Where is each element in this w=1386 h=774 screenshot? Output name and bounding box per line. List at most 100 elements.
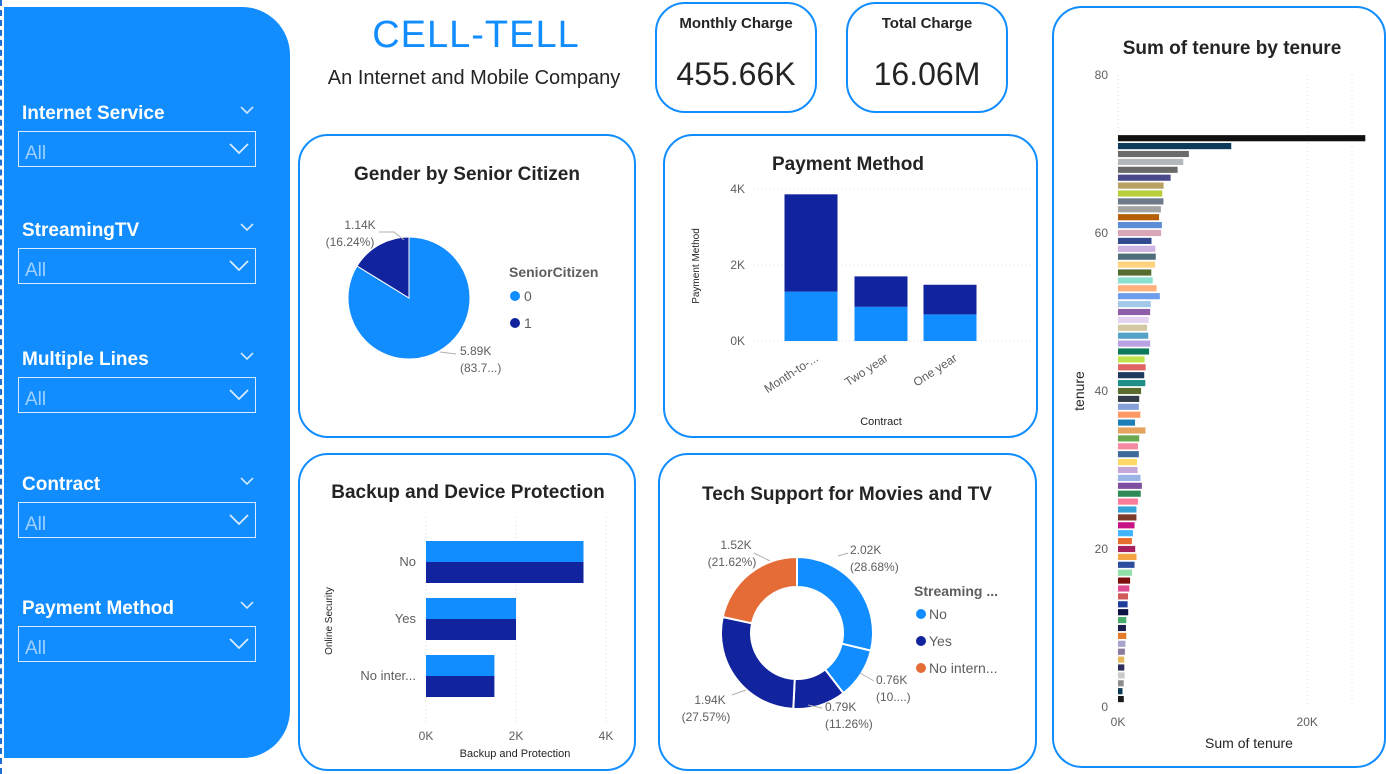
slicer-value: All (25, 389, 47, 410)
legend-label: 1 (524, 315, 532, 331)
axis-label: Online Security (324, 587, 335, 655)
chart-tenure: Sum of tenure by tenure 0 20 40 60 80 0K 20K Sum… (1071, 38, 1366, 751)
chevron-down-icon (229, 143, 249, 155)
kpi-label: Monthly Charge (679, 15, 793, 32)
card-tech-support[interactable]: Tech Support for Movies and TV 2.02K (28.6… (658, 453, 1037, 771)
data-label: (27.57%) (682, 710, 731, 724)
chart-payment-method: Payment Method 0K 2K 4K Payment Method Contra… (691, 154, 1033, 428)
slicer-title: StreamingTV (22, 220, 140, 241)
kpi-card-monthly-charge[interactable]: Monthly Charge 455.66K (655, 2, 817, 113)
bar (1118, 182, 1164, 189)
bar (1118, 538, 1132, 545)
bar-segment (923, 284, 977, 315)
data-label: 0.76K (876, 673, 907, 687)
chevron-down-icon[interactable] (240, 598, 254, 612)
tick-label: 0K (730, 334, 745, 348)
bar (1118, 237, 1152, 244)
chart-title: Gender by Senior Citizen (354, 164, 580, 185)
card-gender-senior[interactable]: Gender by Senior Citizen 1.14K (16.24%) 5.8… (298, 134, 636, 438)
bar (1118, 482, 1142, 489)
bar (1118, 198, 1164, 205)
slicer-dropdown[interactable]: All (18, 377, 256, 413)
tick-label: Yes (395, 611, 417, 626)
brand-title: CELL-TELL (372, 14, 580, 56)
bar (1118, 427, 1146, 434)
bar (426, 655, 495, 676)
tick-label: 0K (1111, 715, 1126, 729)
legend-title: Streaming ... (914, 583, 998, 599)
chart-backup-protection: Backup and Device Protection 0K 2K 4K Backup… (324, 482, 614, 760)
data-label: (28.68%) (850, 560, 899, 574)
bar (1118, 174, 1171, 181)
bar (1118, 561, 1135, 568)
bar (1118, 490, 1141, 497)
bar (1118, 214, 1160, 221)
chart-title: Payment Method (772, 154, 924, 175)
bar (1118, 648, 1125, 655)
leader-line (859, 672, 875, 682)
tick-label: Month-to-... (762, 351, 821, 396)
bar (1118, 474, 1141, 481)
leader-line (439, 351, 457, 355)
chevron-down-icon[interactable] (240, 103, 254, 117)
bar-segment (923, 314, 977, 341)
slicer-dropdown[interactable]: All (18, 626, 256, 662)
tick-label: 2K (509, 729, 524, 743)
bar (1118, 245, 1156, 252)
bar (426, 541, 584, 562)
axis-label: Backup and Protection (460, 748, 571, 760)
bar (1118, 285, 1157, 292)
bar-segment (854, 276, 908, 307)
bar (1118, 435, 1140, 442)
tick-label: 2K (730, 258, 745, 272)
bar (1118, 656, 1125, 663)
tick-label: 40 (1095, 384, 1109, 398)
tick-label: 20K (1297, 715, 1318, 729)
card-payment-method[interactable]: Payment Method 0K 2K 4K Payment Method Contra… (663, 134, 1038, 438)
bar (1118, 443, 1138, 450)
tick-label: 20 (1095, 542, 1109, 556)
bar (1118, 308, 1151, 316)
legend-label: No intern... (929, 660, 997, 676)
bar (1118, 688, 1123, 695)
bar (426, 619, 516, 640)
bar (426, 676, 495, 697)
bar (1118, 348, 1150, 355)
bar (1118, 696, 1124, 703)
data-label: 5.89K (460, 344, 491, 358)
legend-label: 0 (524, 288, 532, 304)
bar (1118, 395, 1140, 402)
slicer-value: All (25, 514, 47, 535)
tick-label: 0 (1101, 700, 1108, 714)
kpi-card-total-charge[interactable]: Total Charge 16.06M (846, 2, 1008, 113)
chevron-down-icon[interactable] (240, 349, 254, 363)
bar (1118, 514, 1137, 521)
bar (1118, 498, 1138, 505)
bar (1118, 522, 1135, 529)
card-tenure[interactable]: Sum of tenure by tenure 0 20 40 60 80 0K 20K Sum… (1052, 6, 1386, 768)
filter-sidebar (4, 7, 290, 758)
slicer-dropdown[interactable]: All (18, 131, 256, 167)
bar (1118, 190, 1163, 197)
slicer-dropdown[interactable]: All (18, 502, 256, 538)
chevron-down-icon[interactable] (240, 220, 254, 234)
tick-label: 60 (1095, 226, 1109, 240)
tick-label: No inter... (360, 668, 416, 683)
card-backup-protection[interactable]: Backup and Device Protection 0K 2K 4K Backup… (298, 453, 636, 771)
chevron-down-icon (229, 638, 249, 650)
bar (1118, 253, 1156, 260)
legend-label: No (929, 606, 947, 622)
chevron-down-icon[interactable] (240, 474, 254, 488)
chart-title: Tech Support for Movies and TV (702, 484, 992, 505)
bar (1118, 293, 1160, 300)
slicer-dropdown[interactable]: All (18, 248, 256, 284)
tick-label: 4K (730, 182, 745, 196)
axis-label: tenure (1071, 371, 1087, 411)
legend-title: SeniorCitizen (509, 264, 598, 280)
legend-marker (916, 663, 926, 673)
chart-title: Backup and Device Protection (331, 482, 604, 503)
bar (1118, 585, 1130, 592)
bar (1118, 206, 1161, 213)
tick-label: 4K (599, 729, 614, 743)
slicer-value: All (25, 638, 47, 659)
